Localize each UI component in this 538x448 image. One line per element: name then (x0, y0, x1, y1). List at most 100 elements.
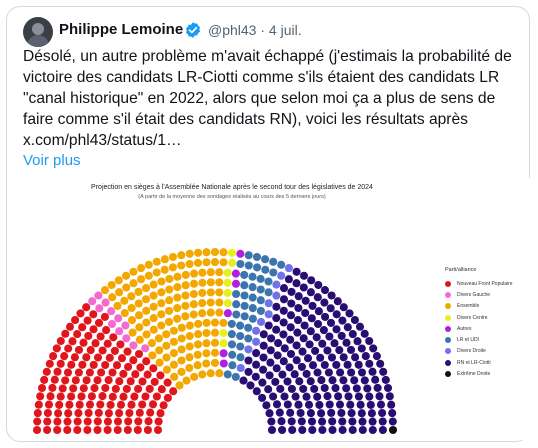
seat-dot (228, 361, 237, 370)
legend-item: Divers Centre (445, 312, 513, 323)
seat-dot (163, 378, 172, 387)
seat-dot (228, 350, 237, 359)
tweet-date[interactable]: 4 juil. (268, 22, 302, 38)
seat-dot (342, 338, 351, 347)
seat-dot (169, 326, 178, 335)
seat-dot (306, 409, 315, 418)
legend-item: Autres (445, 323, 513, 334)
seat-dot (154, 334, 163, 343)
seat-dot (240, 291, 249, 300)
seat-dot (202, 318, 211, 327)
seat-dot (373, 383, 382, 392)
seat-dot (272, 280, 281, 289)
seat-dot (287, 299, 296, 308)
seat-dot (236, 342, 245, 351)
seat-dot (354, 360, 363, 369)
seat-dot (144, 260, 153, 269)
seat-dot (248, 272, 257, 281)
seat-dot (93, 425, 102, 435)
avatar-icon[interactable] (23, 17, 53, 47)
seat-dot (202, 359, 211, 368)
seat-dot (290, 370, 299, 379)
seat-dot (240, 301, 249, 310)
seat-dot (194, 319, 203, 328)
seat-dot (368, 417, 377, 426)
seat-dot (280, 392, 289, 401)
seat-dot (149, 364, 158, 373)
seat-dot (146, 408, 155, 417)
seat-dot (93, 376, 102, 385)
seat-dot (307, 314, 316, 323)
seat-dot (286, 349, 296, 359)
seat-dot (307, 276, 316, 285)
seat-dot (56, 359, 65, 368)
legend-label: Extrême Droite (457, 371, 491, 378)
seat-dot (102, 326, 111, 335)
seat-dot (312, 333, 321, 342)
seat-dot (302, 392, 311, 401)
seat-dot (279, 357, 288, 366)
seat-dot (236, 321, 245, 330)
seat-dot (34, 400, 43, 409)
seat-dot (326, 318, 336, 327)
seat-dot (119, 369, 128, 378)
seat-dot (365, 392, 374, 401)
seat-dot (320, 360, 329, 370)
seat-dot (82, 353, 91, 362)
legend-item: RN et LR-Ciotti (445, 357, 513, 368)
seat-dot (177, 251, 186, 260)
seat-dot (185, 249, 194, 258)
seat-dot (63, 368, 73, 377)
seat-dot (266, 346, 275, 355)
seat-dot (338, 425, 347, 435)
seat-dot (287, 287, 296, 296)
seat-dot (366, 400, 375, 409)
seat-dot (299, 334, 308, 343)
seat-dot (306, 327, 315, 336)
seat-dot (115, 327, 124, 336)
seat-dot (61, 376, 70, 385)
seat-dot (332, 325, 341, 334)
seat-dot (248, 304, 257, 313)
seat-dot (265, 371, 274, 380)
seat-dot (138, 377, 147, 386)
show-more-link[interactable]: Voir plus (23, 152, 81, 169)
seat-dot (145, 384, 154, 393)
seat-dot (95, 304, 104, 313)
seat-dot (122, 283, 131, 292)
author-handle[interactable]: @phl43 (208, 22, 257, 38)
seat-dot (316, 353, 325, 362)
hemicycle-chart[interactable]: Projection en sièges à l'Assemblée Natio… (32, 178, 532, 440)
seat-dot (320, 286, 330, 295)
seat-dot (219, 248, 228, 257)
seat-dot (198, 268, 207, 277)
seat-dot (365, 359, 374, 368)
seat-dot (299, 384, 308, 393)
seat-dot (50, 375, 59, 384)
seat-dot (343, 323, 352, 332)
seat-dot (350, 376, 359, 385)
author-name[interactable]: Philippe Lemoine (59, 21, 184, 38)
seat-dot (65, 322, 75, 331)
seat-dot (253, 263, 262, 272)
seat-dot (248, 283, 257, 292)
seat-dot (280, 344, 289, 353)
seat-dot (252, 387, 261, 396)
seat-dot (149, 291, 158, 300)
seat-dot (67, 392, 76, 401)
seat-dot (337, 331, 346, 340)
seat-dot (331, 384, 340, 393)
seat-dot (294, 292, 303, 301)
seat-dot (378, 408, 387, 418)
seat-dot (272, 400, 282, 409)
seat-dot (283, 377, 292, 386)
seat-dot (198, 278, 207, 287)
seat-dot (236, 353, 245, 362)
seat-dot (123, 347, 132, 356)
seat-dot (165, 274, 174, 283)
seat-dot (236, 331, 245, 341)
seat-dot (121, 271, 131, 280)
seat-dot (210, 348, 220, 357)
seat-dot (379, 367, 388, 376)
seat-dot (252, 337, 261, 346)
